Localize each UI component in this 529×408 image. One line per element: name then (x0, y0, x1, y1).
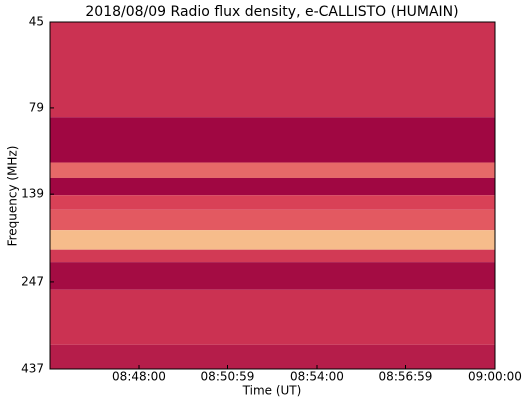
x-tick-label: 08:50:59 (201, 370, 255, 384)
spectrogram-band (50, 230, 495, 250)
x-axis-label: Time (UT) (242, 384, 302, 398)
spectrogram-band (50, 289, 495, 345)
spectrogram-band (50, 195, 495, 210)
plot-frame (49, 21, 496, 370)
spectrogram-band (50, 209, 495, 231)
y-axis-label: Frequency (MHz) (6, 146, 20, 247)
x-tick-label: 09:00:00 (468, 370, 522, 384)
spectrogram-band (50, 162, 495, 178)
spectrogram-band (50, 22, 495, 118)
x-tick-label: 08:54:00 (290, 370, 344, 384)
spectrogram-band (50, 262, 495, 290)
y-tick-label: 247 (21, 274, 44, 288)
spectrogram-band (50, 344, 495, 369)
spectrogram-band (50, 177, 495, 196)
y-tick-label: 45 (29, 15, 44, 29)
x-tick-label: 08:48:00 (112, 370, 166, 384)
spectrogram-band (50, 249, 495, 263)
y-tick-label: 437 (21, 362, 44, 376)
y-tick-label: 139 (21, 187, 44, 201)
spectrogram-band (50, 117, 495, 163)
x-tick-label: 08:56:59 (379, 370, 433, 384)
chart-title: 2018/08/09 Radio flux density, e-CALLIST… (85, 4, 458, 20)
y-tick-label: 79 (29, 100, 44, 114)
